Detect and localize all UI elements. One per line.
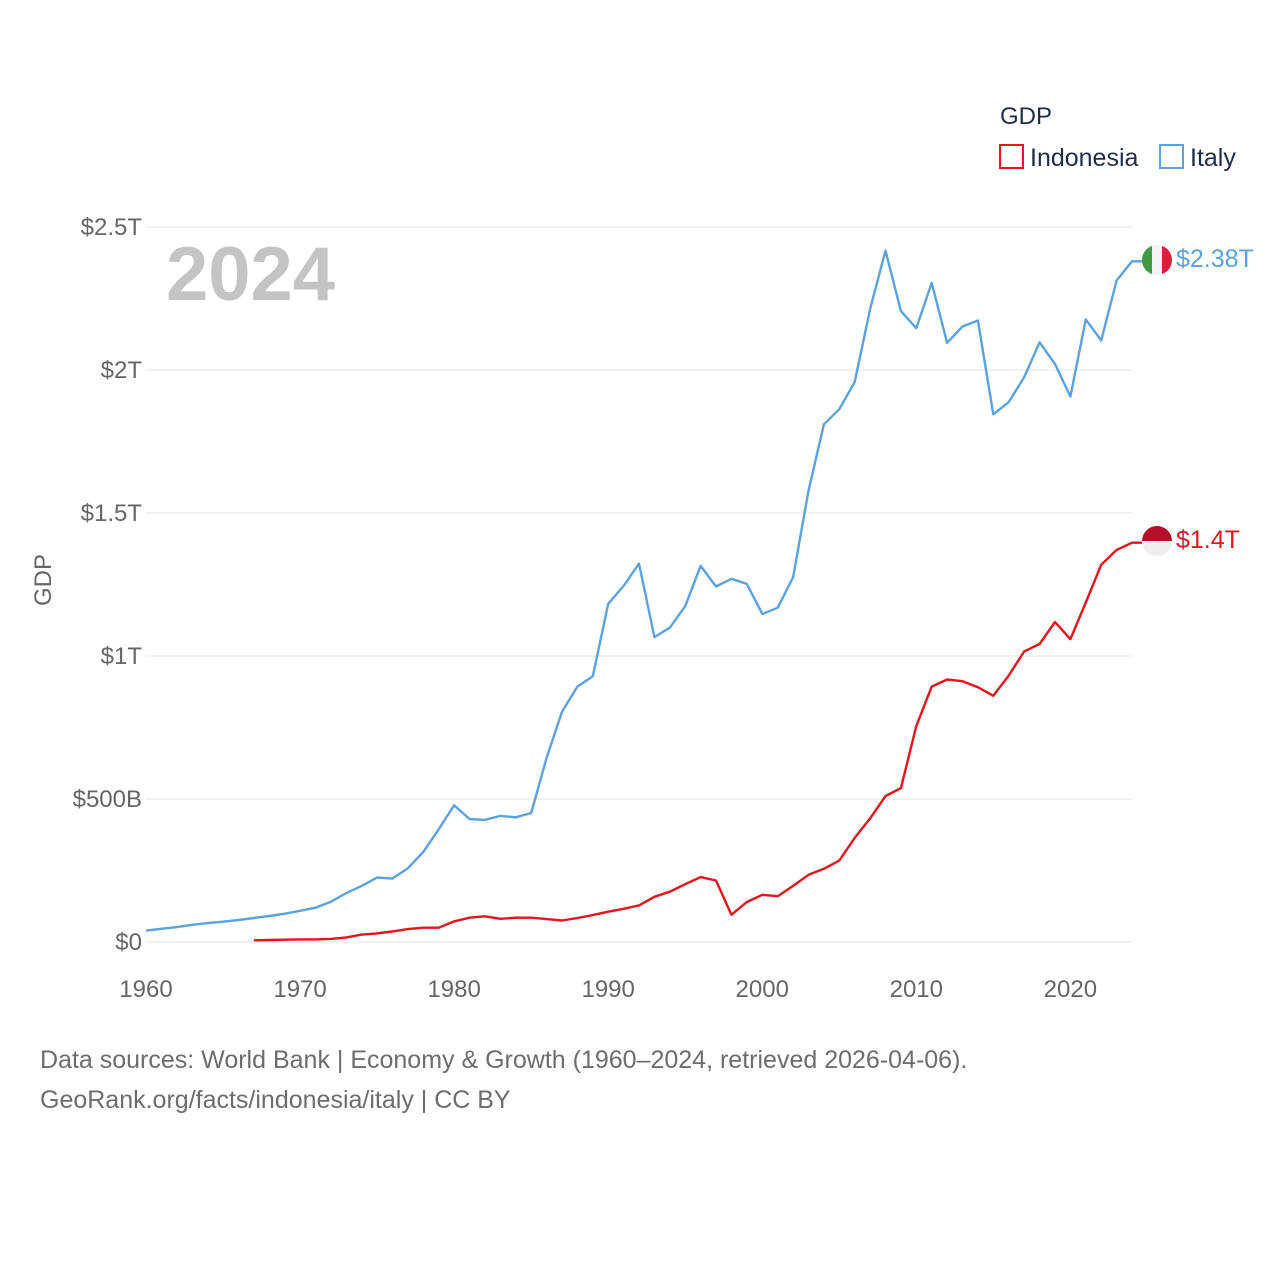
legend-swatch-italy[interactable] xyxy=(1159,144,1184,169)
series-line-italy[interactable] xyxy=(145,249,1142,932)
x-tick-label: 1990 xyxy=(581,976,634,1003)
x-tick-label: 2020 xyxy=(1044,976,1097,1003)
indonesia-end-label: $1.4T xyxy=(1176,526,1240,554)
footer: Data sources: World Bank | Economy & Gro… xyxy=(40,1040,1240,1120)
y-tick-label: $1T xyxy=(101,643,143,670)
y-tick-label: $1.5T xyxy=(81,500,143,527)
gridlines xyxy=(146,226,1132,943)
y-tick-label: $0 xyxy=(115,929,142,956)
italy-end-label: $2.38T xyxy=(1176,245,1254,273)
legend-title: GDP xyxy=(1000,103,1052,130)
attribution-link[interactable]: GeoRank.org/facts/indonesia/italy | CC B… xyxy=(40,1086,511,1114)
italy-flag-icon xyxy=(1142,245,1172,275)
x-tick-label: 1970 xyxy=(273,976,326,1003)
x-axis-ticks: 1960 1970 1980 1990 2000 2010 2020 xyxy=(119,976,1097,1003)
year-label: 2024 xyxy=(166,232,335,317)
x-tick-label: 1980 xyxy=(427,976,480,1003)
legend-label-indonesia[interactable]: Indonesia xyxy=(1030,144,1139,172)
y-tick-label: $2.5T xyxy=(81,214,143,241)
y-axis-title: GDP xyxy=(30,554,57,606)
y-tick-label: $2T xyxy=(101,357,143,384)
y-axis-ticks: $0 $500B $1T $1.5T $2T $2.5T xyxy=(73,214,143,956)
legend-label-italy[interactable]: Italy xyxy=(1190,144,1236,172)
indonesia-flag-icon xyxy=(1142,526,1172,556)
series-line-indonesia[interactable] xyxy=(253,541,1142,942)
x-tick-label: 1960 xyxy=(119,976,172,1003)
x-tick-label: 2010 xyxy=(890,976,943,1003)
legend-swatch-indonesia[interactable] xyxy=(999,144,1024,169)
source-text: Data sources: World Bank | Economy & Gro… xyxy=(40,1046,968,1074)
x-tick-label: 2000 xyxy=(736,976,789,1003)
series-lines xyxy=(145,249,1142,942)
legend[interactable]: GDP Indonesia Italy xyxy=(999,103,1236,172)
y-tick-label: $500B xyxy=(73,786,142,813)
